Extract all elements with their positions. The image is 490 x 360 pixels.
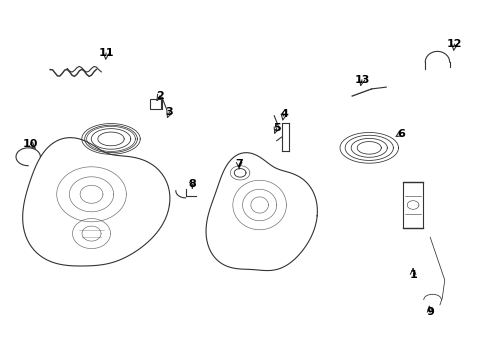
Text: 2: 2: [156, 91, 164, 101]
Text: 12: 12: [447, 39, 462, 49]
Text: 4: 4: [280, 109, 288, 119]
Text: 6: 6: [397, 129, 405, 139]
Text: 13: 13: [354, 75, 369, 85]
Bar: [403, 182, 423, 228]
Text: 3: 3: [166, 107, 173, 117]
Text: 1: 1: [409, 270, 417, 280]
Text: 8: 8: [189, 179, 196, 189]
Bar: [150, 99, 161, 109]
Text: 5: 5: [273, 123, 280, 133]
Text: 9: 9: [426, 307, 434, 317]
Text: 10: 10: [23, 139, 38, 149]
Text: 7: 7: [235, 159, 243, 169]
Text: 11: 11: [98, 48, 114, 58]
